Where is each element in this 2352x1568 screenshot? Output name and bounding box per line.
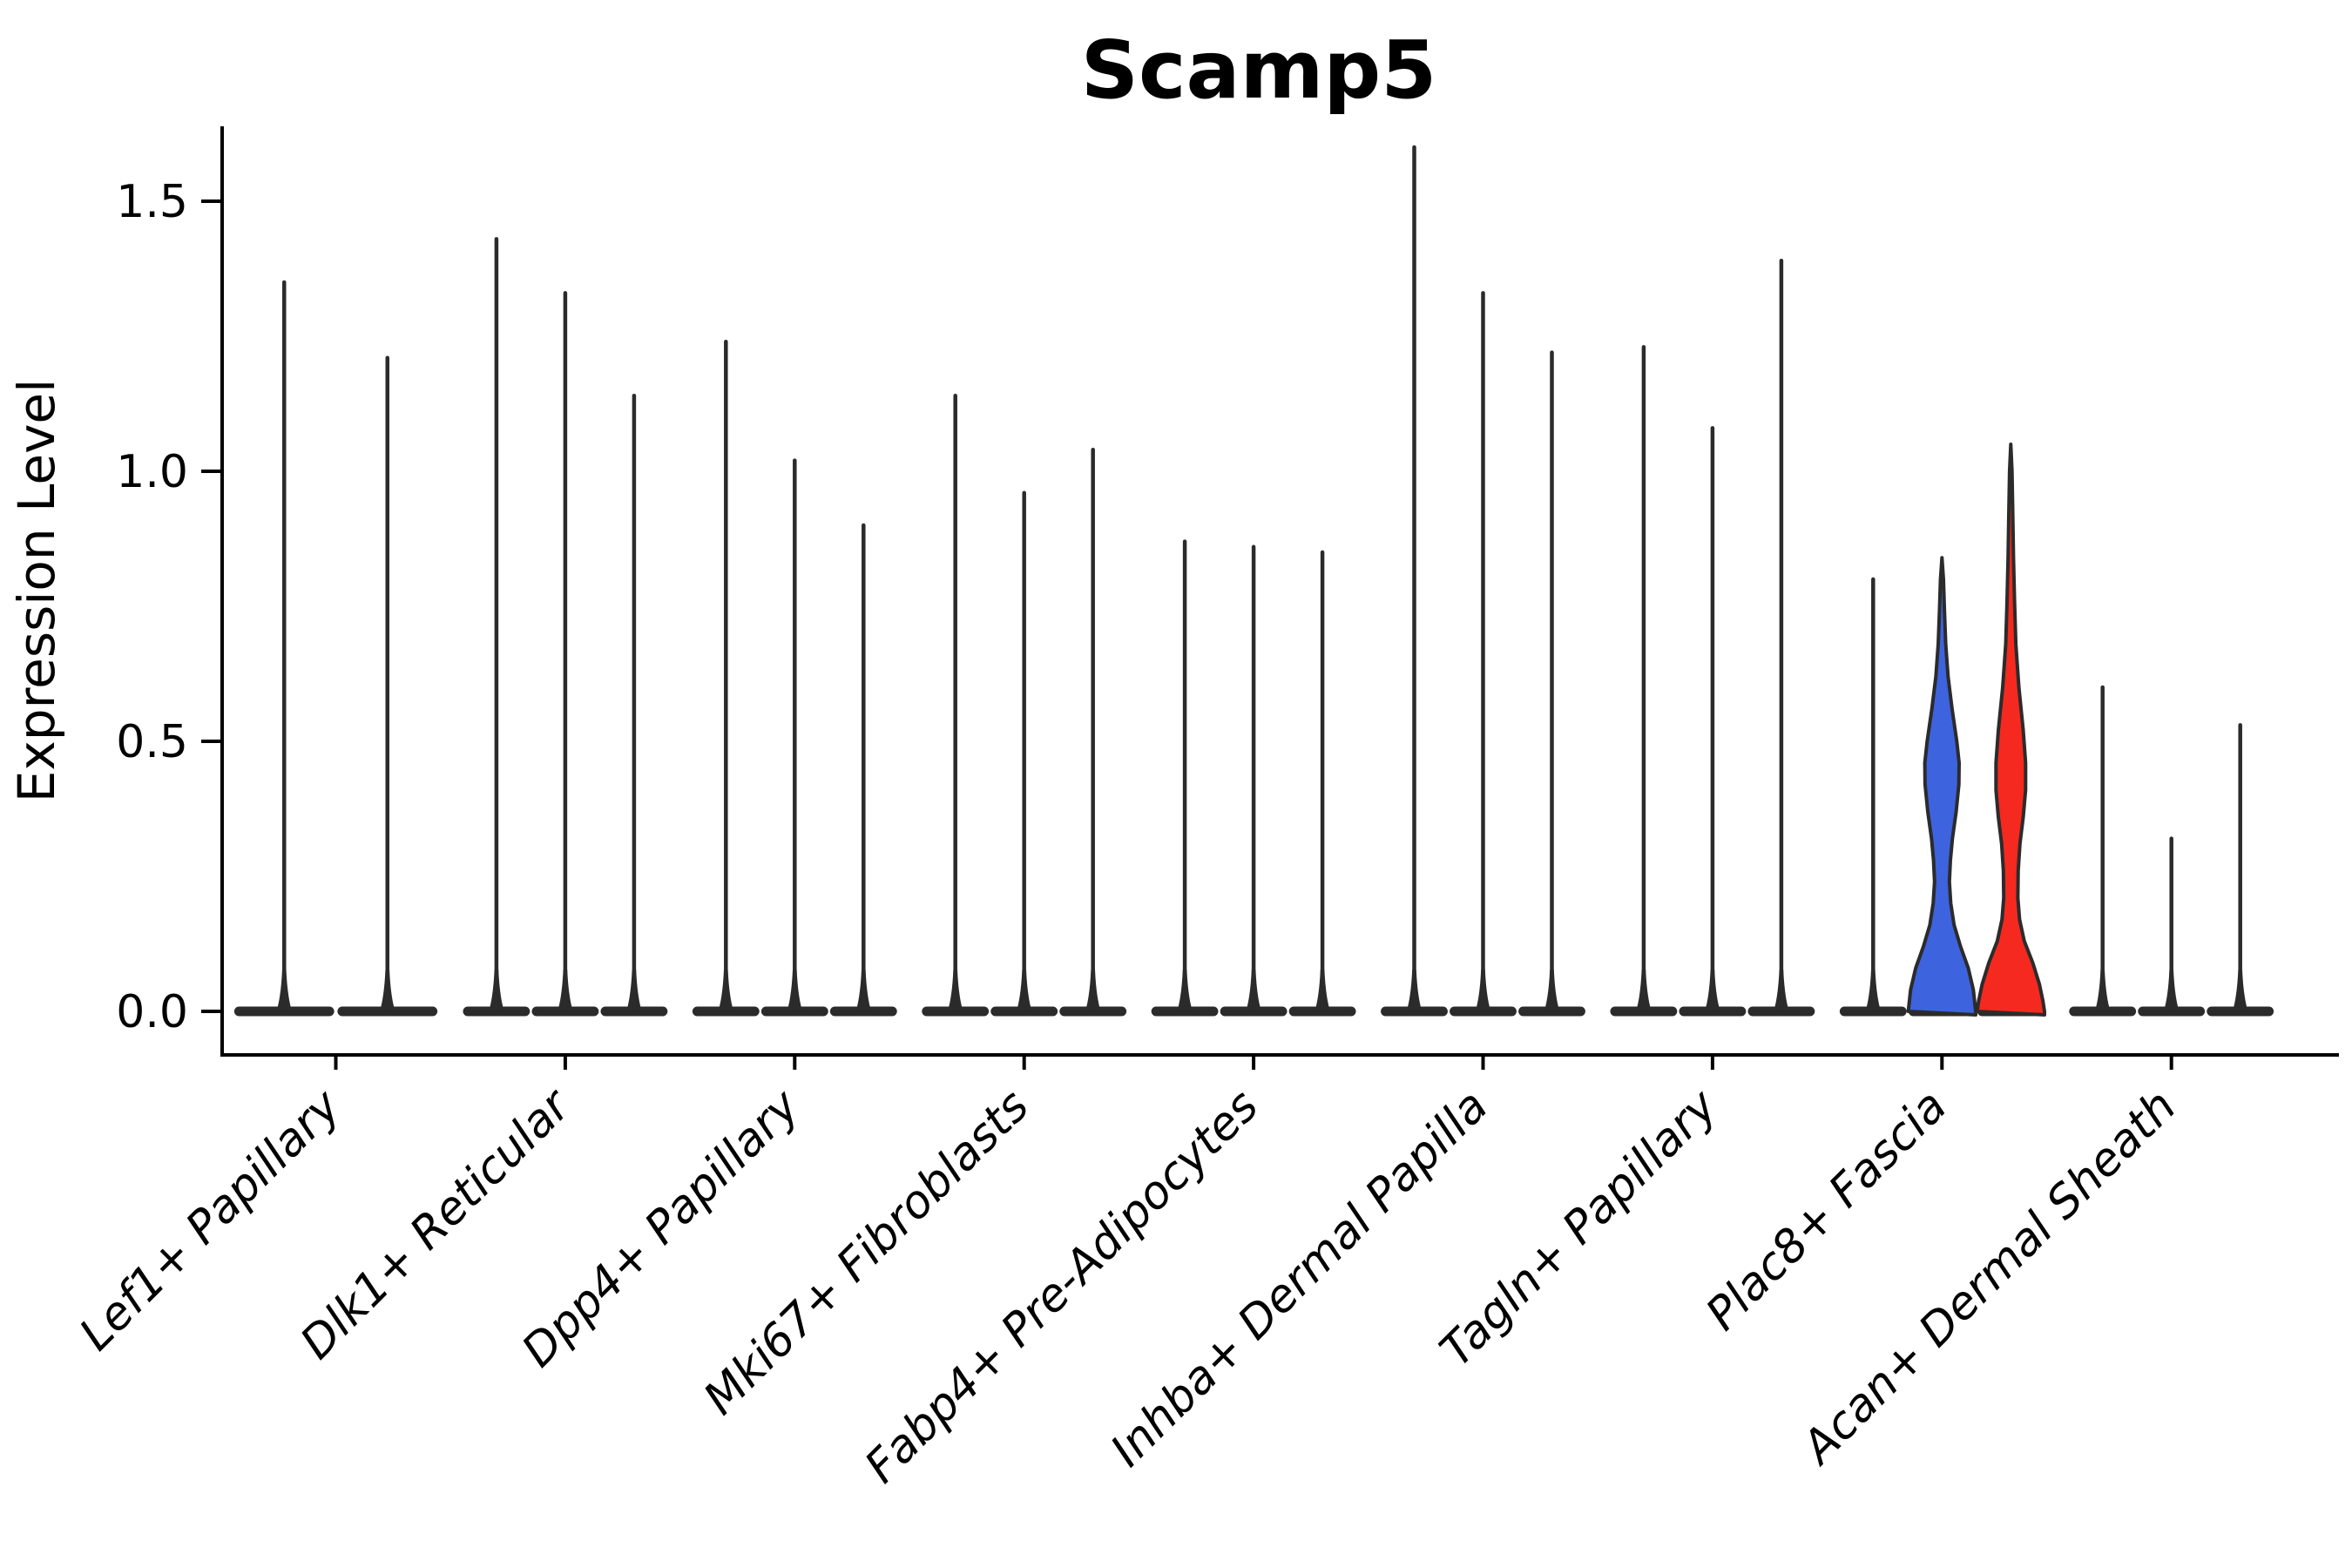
plot-title: Scamp5 [1081,24,1437,117]
x-tick-label: Acan+ Dermal Sheath [1791,1080,2186,1476]
x-tick-label: Inhba+ Dermal Papilla [1101,1080,1498,1477]
violin-filled [1975,443,2046,1017]
y-tick-label: 0.5 [116,716,188,768]
x-tick-label: Plac8+ Fascia [1696,1080,1957,1341]
y-tick-label: 1.5 [116,176,188,228]
y-tick-label: 1.0 [116,446,188,498]
y-tick-label: 0.0 [116,986,188,1038]
x-tick-label: Fabp4+ Pre-Adipocytes [855,1080,1269,1494]
violin-filled [1906,556,1977,1017]
y-axis-label: Expression Level [7,379,66,802]
y-axis-ticks: 0.0 0.5 1.0 1.5 [116,176,222,1038]
violins [233,145,2274,1017]
